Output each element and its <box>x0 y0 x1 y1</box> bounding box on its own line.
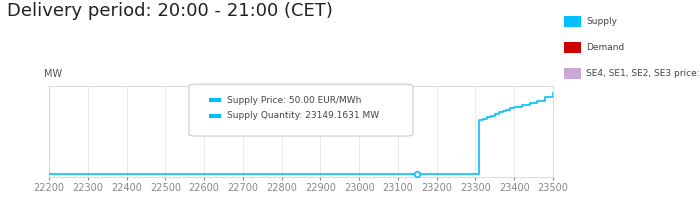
Text: Delivery period: 20:00 - 21:00 (CET): Delivery period: 20:00 - 21:00 (CET) <box>7 2 333 20</box>
Text: SE4, SE1, SE2, SE3 price: 0.62: SE4, SE1, SE2, SE3 price: 0.62 <box>586 69 700 78</box>
Text: MW: MW <box>44 69 62 79</box>
Text: Supply Price: 50.00 EUR/MWh: Supply Price: 50.00 EUR/MWh <box>227 96 361 105</box>
Text: Supply Quantity: 23149.1631 MW: Supply Quantity: 23149.1631 MW <box>227 111 379 120</box>
Text: Demand: Demand <box>586 43 624 52</box>
Text: Supply: Supply <box>586 17 617 26</box>
